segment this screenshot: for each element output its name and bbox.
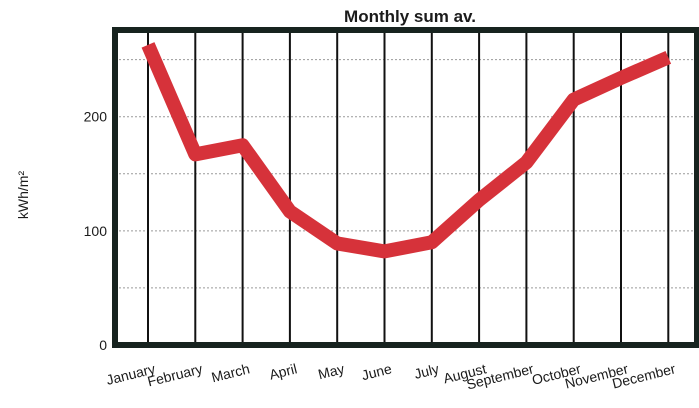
x-tick-label: April xyxy=(268,360,299,382)
x-tick-label: May xyxy=(316,360,346,382)
y-tick-label: 200 xyxy=(84,109,108,125)
y-axis-label: kWh/m² xyxy=(15,171,31,220)
x-tick-label: February xyxy=(146,360,204,389)
y-tick-label: 0 xyxy=(99,337,107,353)
chart-title: Monthly sum av. xyxy=(344,7,476,26)
x-tick-label: June xyxy=(360,360,394,383)
data-line xyxy=(141,42,672,259)
x-tick-label: March xyxy=(210,360,252,385)
x-tick-label: July xyxy=(412,360,440,382)
y-tick-label: 100 xyxy=(84,223,108,239)
plot-frame xyxy=(112,27,699,348)
